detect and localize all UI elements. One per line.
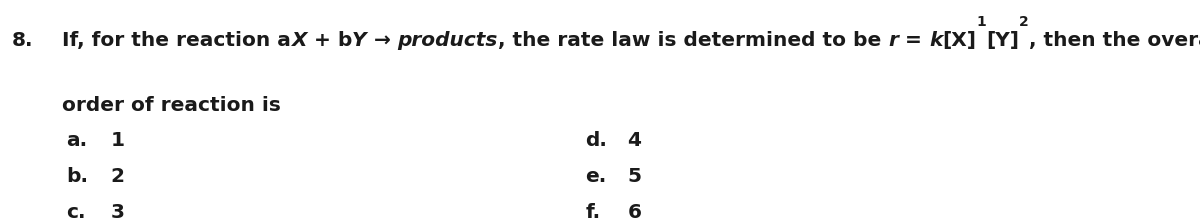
Text: 1: 1 bbox=[977, 15, 986, 28]
Text: order of reaction is: order of reaction is bbox=[62, 96, 281, 115]
Text: =: = bbox=[898, 31, 929, 50]
Text: e.: e. bbox=[586, 167, 607, 186]
Text: If, for the reaction a: If, for the reaction a bbox=[62, 31, 292, 50]
Text: c.: c. bbox=[66, 203, 85, 222]
Text: f.: f. bbox=[586, 203, 601, 222]
Text: 1: 1 bbox=[110, 131, 125, 150]
Text: 6: 6 bbox=[628, 203, 642, 222]
Text: a.: a. bbox=[66, 131, 88, 150]
Text: products: products bbox=[397, 31, 498, 50]
Text: + b: + b bbox=[307, 31, 352, 50]
Text: , then the overall: , then the overall bbox=[1028, 31, 1200, 50]
Text: Y: Y bbox=[352, 31, 367, 50]
Text: [Y]: [Y] bbox=[986, 31, 1019, 50]
Text: 4: 4 bbox=[628, 131, 642, 150]
Text: →: → bbox=[367, 31, 397, 50]
Text: 8.: 8. bbox=[12, 31, 34, 50]
Text: 5: 5 bbox=[628, 167, 642, 186]
Text: r: r bbox=[888, 31, 898, 50]
Text: , the rate law is determined to be: , the rate law is determined to be bbox=[498, 31, 888, 50]
Text: k: k bbox=[929, 31, 942, 50]
Text: 2: 2 bbox=[1019, 15, 1028, 28]
Text: [X]: [X] bbox=[942, 31, 977, 50]
Text: 3: 3 bbox=[110, 203, 125, 222]
Text: X: X bbox=[292, 31, 307, 50]
Text: b.: b. bbox=[66, 167, 88, 186]
Text: d.: d. bbox=[586, 131, 607, 150]
Text: 2: 2 bbox=[110, 167, 125, 186]
